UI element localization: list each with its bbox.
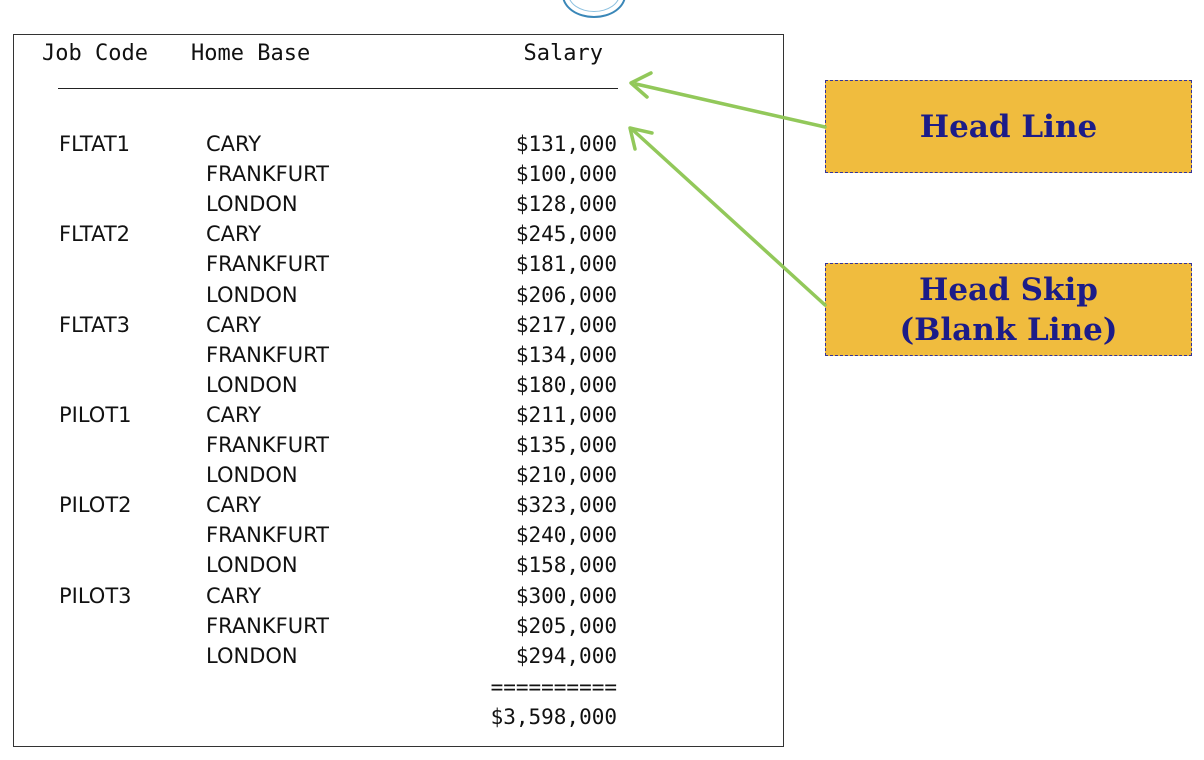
home-base-cell: CARY bbox=[206, 132, 262, 156]
table-row: FLTAT2 CARY $245,000 bbox=[14, 222, 783, 252]
column-header-home-base: Home Base bbox=[191, 41, 311, 66]
home-base-cell: FRANKFURT bbox=[206, 252, 330, 277]
table-row: LONDON $180,000 bbox=[14, 373, 783, 403]
job-code-cell: PILOT2 bbox=[59, 493, 132, 518]
column-header-salary: Salary bbox=[523, 41, 603, 66]
salary-cell: $211,000 bbox=[515, 402, 617, 427]
table-row: PILOT1 CARY $211,000 bbox=[14, 403, 783, 433]
home-base-cell: LONDON bbox=[206, 553, 298, 578]
home-base-cell: CARY bbox=[206, 493, 262, 518]
salary-cell: $158,000 bbox=[515, 553, 617, 578]
salary-cell: $210,000 bbox=[515, 463, 617, 488]
job-code-cell: FLTAT1 bbox=[59, 132, 131, 156]
salary-cell: $205,000 bbox=[515, 613, 617, 638]
home-base-cell: LONDON bbox=[206, 282, 298, 307]
head-line-arrow bbox=[634, 82, 827, 129]
table-row: FLTAT1 CARY $131,000 bbox=[14, 132, 783, 162]
home-base-cell: FRANKFURT bbox=[206, 162, 330, 187]
salary-cell: $206,000 bbox=[515, 282, 617, 307]
total-rule: ========== bbox=[490, 675, 617, 699]
salary-cell: $131,000 bbox=[515, 132, 617, 156]
table-row: FRANKFURT $135,000 bbox=[14, 433, 783, 463]
head-line-rule bbox=[58, 88, 618, 89]
salary-cell: $128,000 bbox=[515, 192, 617, 217]
callout-head-line-text: Head Line bbox=[919, 108, 1098, 145]
job-code-cell: PILOT3 bbox=[59, 583, 132, 608]
table-row: FRANKFURT $205,000 bbox=[14, 614, 783, 644]
callout-head-line: Head Line bbox=[825, 80, 1192, 173]
home-base-cell: LONDON bbox=[206, 643, 298, 668]
salary-cell: $135,000 bbox=[515, 433, 617, 457]
table-row: LONDON $210,000 bbox=[14, 463, 783, 493]
job-code-cell: FLTAT2 bbox=[59, 222, 131, 247]
salary-total: $3,598,000 bbox=[490, 705, 617, 729]
salary-cell: $100,000 bbox=[515, 162, 617, 187]
salary-cell: $240,000 bbox=[515, 523, 617, 548]
table-row: LONDON $206,000 bbox=[14, 283, 783, 313]
arrow-group bbox=[628, 71, 827, 307]
home-base-cell: FRANKFURT bbox=[206, 613, 330, 638]
salary-cell: $180,000 bbox=[515, 372, 617, 397]
table-row: LONDON $128,000 bbox=[14, 192, 783, 222]
callout-head-skip-line-2: (Blank Line) bbox=[899, 311, 1118, 348]
salary-cell: $294,000 bbox=[515, 643, 617, 668]
home-base-cell: CARY bbox=[206, 222, 262, 247]
home-base-cell: FRANKFURT bbox=[206, 523, 330, 548]
head-line-arrowhead bbox=[629, 71, 653, 99]
home-base-cell: FRANKFURT bbox=[206, 342, 330, 367]
table-row: LONDON $294,000 bbox=[14, 644, 783, 674]
table-row: FRANKFURT $134,000 bbox=[14, 343, 783, 373]
table-row: FRANKFURT $181,000 bbox=[14, 252, 783, 282]
table-row: FRANKFURT $240,000 bbox=[14, 523, 783, 553]
callout-head-skip: Head Skip (Blank Line) bbox=[825, 263, 1192, 356]
head-skip-arrow bbox=[632, 129, 827, 307]
home-base-cell: CARY bbox=[206, 312, 262, 337]
table-row: LONDON $158,000 bbox=[14, 553, 783, 583]
salary-cell: $245,000 bbox=[515, 222, 617, 247]
table-row: FLTAT3 CARY $217,000 bbox=[14, 313, 783, 343]
head-skip-arrowhead bbox=[628, 126, 654, 151]
table-row: PILOT3 CARY $300,000 bbox=[14, 584, 783, 614]
salary-cell: $300,000 bbox=[515, 583, 617, 608]
salary-cell: $181,000 bbox=[515, 252, 617, 277]
home-base-cell: LONDON bbox=[206, 192, 298, 217]
salary-cell: $217,000 bbox=[515, 312, 617, 337]
home-base-cell: CARY bbox=[206, 402, 262, 427]
job-code-cell: PILOT1 bbox=[59, 402, 132, 427]
home-base-cell: LONDON bbox=[206, 463, 298, 488]
column-header-job-code: Job Code bbox=[42, 41, 148, 66]
job-code-cell: FLTAT3 bbox=[59, 312, 131, 337]
salary-cell: $134,000 bbox=[515, 342, 617, 367]
home-base-cell: FRANKFURT bbox=[206, 433, 330, 457]
table-row: FRANKFURT $100,000 bbox=[14, 162, 783, 192]
home-base-cell: LONDON bbox=[206, 372, 298, 397]
home-base-cell: CARY bbox=[206, 583, 262, 608]
salary-cell: $323,000 bbox=[515, 493, 617, 518]
table-row: PILOT2 CARY $323,000 bbox=[14, 493, 783, 523]
callout-head-skip-line-1: Head Skip bbox=[919, 271, 1098, 308]
